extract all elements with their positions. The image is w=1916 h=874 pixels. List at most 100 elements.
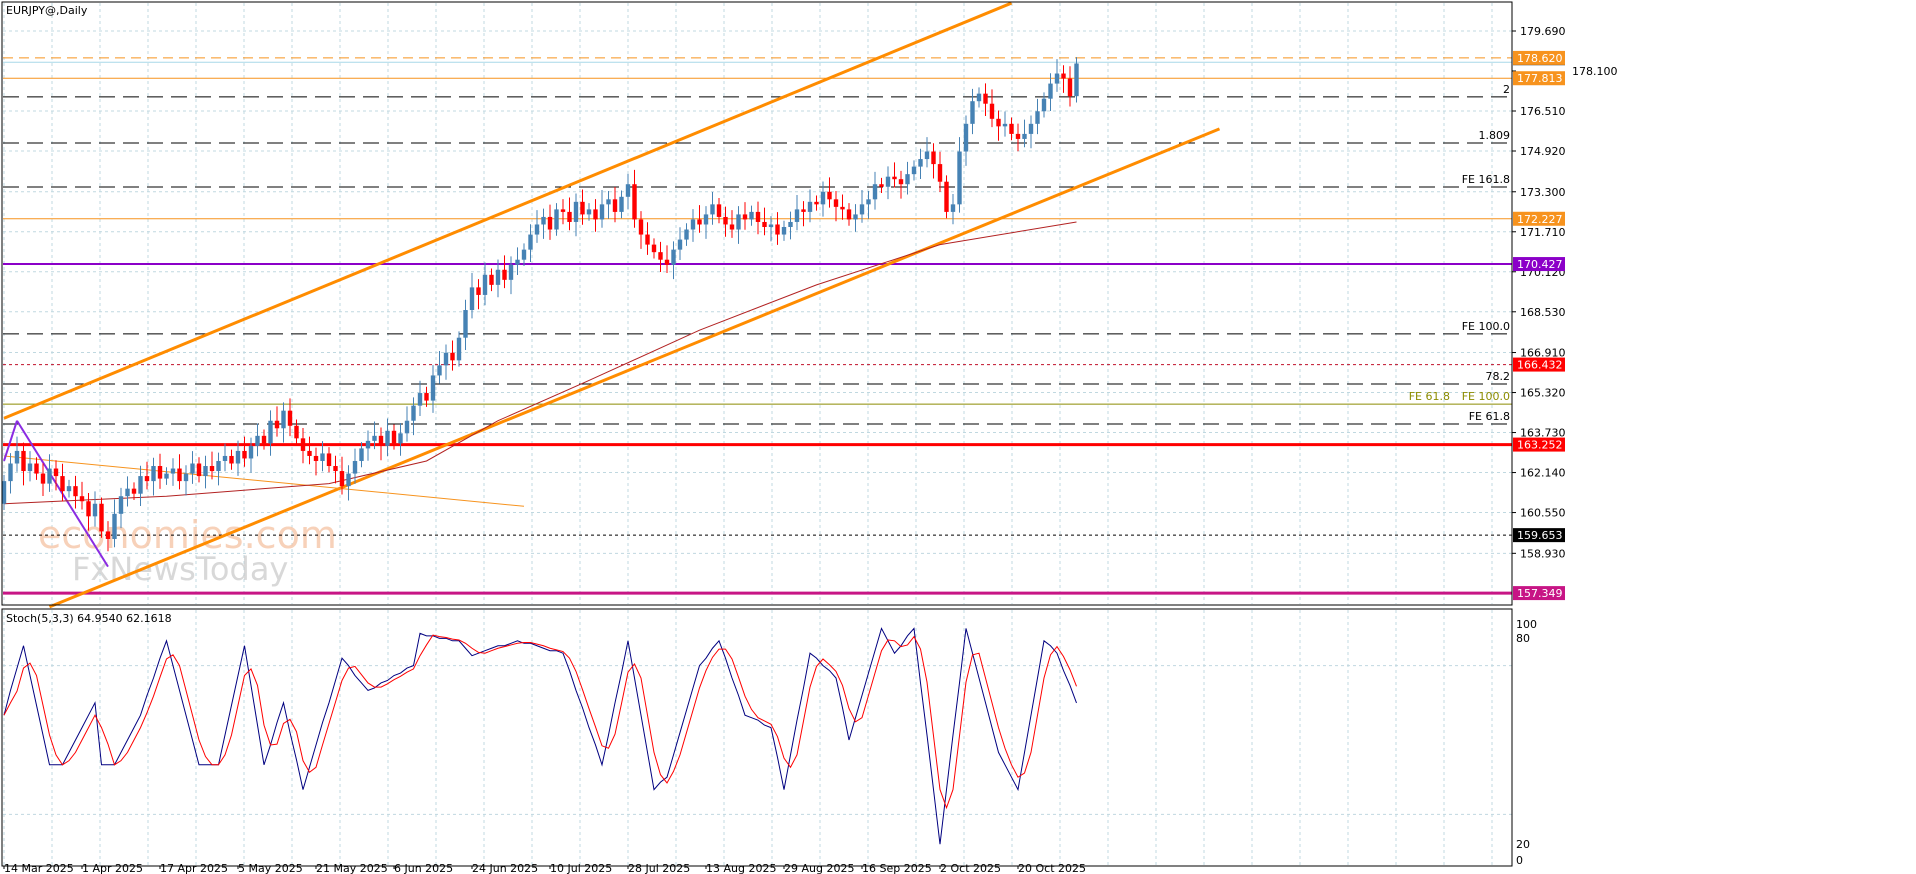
candle-bearish <box>898 179 904 185</box>
candle-bullish <box>820 191 826 205</box>
candle-bearish <box>580 201 585 215</box>
stoch-label: Stoch(5,3,3) 64.9540 62.1618 <box>6 612 172 625</box>
candle-bullish <box>320 453 325 461</box>
candle-bullish <box>911 166 917 175</box>
candle-bearish <box>814 201 819 205</box>
candle-bullish <box>515 259 520 265</box>
candle-bullish <box>684 229 689 240</box>
stoch-level-label: 20 <box>1516 838 1530 851</box>
candle-bearish <box>632 184 637 220</box>
candle-bullish <box>183 473 189 482</box>
x-tick-label: 21 May 2025 <box>316 862 388 874</box>
candle-bullish <box>469 287 475 311</box>
level-label: FE 100.0 <box>1462 390 1510 403</box>
candle-bullish <box>872 184 878 200</box>
candle-bullish <box>1054 73 1060 84</box>
candle-bullish <box>788 221 793 227</box>
candle-bullish <box>398 433 403 444</box>
x-tick-label: 20 Oct 2025 <box>1018 862 1086 874</box>
candle-bullish <box>521 249 527 260</box>
price-label: 159.653 <box>1517 529 1563 542</box>
horizontal-levels: 2 1.809 FE 161.8 FE 100.0 78.2 FE 100.0 FE 61.… <box>3 57 1512 595</box>
candle-bullish <box>437 365 442 376</box>
candle-bullish <box>495 269 501 285</box>
candle-bullish <box>1041 98 1047 112</box>
moving-average <box>3 221 1077 505</box>
price-label-box <box>1513 357 1565 372</box>
y-tick-label: 162.140 <box>1520 467 1566 480</box>
candle-bullish <box>573 201 579 222</box>
x-tick-label: 2 Oct 2025 <box>940 862 1001 874</box>
y-tick-label: 158.930 <box>1520 547 1566 560</box>
candle-bullish <box>1035 111 1040 124</box>
candle-bearish <box>827 191 832 200</box>
candle-bullish <box>508 264 514 280</box>
candle-bullish <box>918 159 923 167</box>
candle-bearish <box>34 463 39 474</box>
candle-bullish <box>1048 83 1053 99</box>
candle-bearish <box>300 438 306 451</box>
price-label: 172.227 <box>1517 213 1563 226</box>
candle-bearish <box>547 216 553 230</box>
candle-bullish <box>456 337 462 361</box>
candle-bullish <box>599 204 605 220</box>
candle-bullish <box>281 410 286 429</box>
candle-bullish <box>372 435 377 441</box>
level-label: FE 161.8 <box>1462 173 1510 186</box>
price-label-box <box>1513 257 1565 272</box>
channel-upper <box>3 1 1013 420</box>
candle-bearish <box>840 206 845 210</box>
candle-bearish <box>157 466 163 479</box>
candle-bullish <box>92 503 98 517</box>
candle-bullish <box>859 204 865 215</box>
candle-bullish <box>151 466 156 482</box>
candle-bullish <box>690 219 696 230</box>
candle-bullish <box>541 216 546 225</box>
candle-bullish <box>1002 123 1008 127</box>
level-label: 2 <box>1503 83 1510 96</box>
x-tick-label: 24 Jun 2025 <box>472 862 538 874</box>
x-tick-label: 28 Jul 2025 <box>628 862 690 874</box>
candle-bullish <box>411 405 416 421</box>
price-label: 170.427 <box>1517 258 1563 271</box>
price-label-box <box>1513 437 1565 452</box>
candle-bullish <box>430 375 436 401</box>
candle-bearish <box>937 164 943 182</box>
candle-bearish <box>742 214 748 220</box>
candle-bullish <box>8 463 13 482</box>
candle-bullish <box>677 239 683 250</box>
y-tick-label: 173.300 <box>1520 186 1566 199</box>
candle-bullish <box>781 226 787 235</box>
candle-bearish <box>105 531 111 539</box>
candle-bullish <box>248 445 254 459</box>
candle-bullish <box>417 393 423 406</box>
candle-bullish <box>905 174 910 185</box>
candle-bullish <box>671 249 676 265</box>
level-label: 78.2 <box>1486 370 1511 383</box>
candle-bullish <box>118 496 124 514</box>
ma-line <box>3 221 1077 505</box>
candle-bullish <box>1 481 7 504</box>
candle-bearish <box>762 221 767 227</box>
level-label: FE 100.0 <box>1462 320 1510 333</box>
candle-bearish <box>638 219 644 235</box>
candle-bearish <box>1061 73 1066 79</box>
candle-bullish <box>404 420 410 434</box>
stoch-k-line <box>3 627 1077 845</box>
candle-bearish <box>723 216 728 225</box>
candle-bullish <box>203 466 208 477</box>
candle-bearish <box>801 209 806 212</box>
candle-bullish <box>365 440 371 449</box>
candle-bearish <box>99 503 104 532</box>
price-label: 163.252 <box>1517 439 1563 452</box>
level-label: FE 61.8 <box>1409 390 1450 403</box>
candle-bearish <box>450 352 455 361</box>
candle-bearish <box>307 450 312 456</box>
candle-bullish <box>794 209 800 222</box>
candle-bearish <box>287 410 293 426</box>
candle-bullish <box>443 352 449 366</box>
candle-bearish <box>729 224 735 230</box>
candle-bearish <box>612 199 618 212</box>
y-tick-label: 165.320 <box>1520 387 1566 400</box>
